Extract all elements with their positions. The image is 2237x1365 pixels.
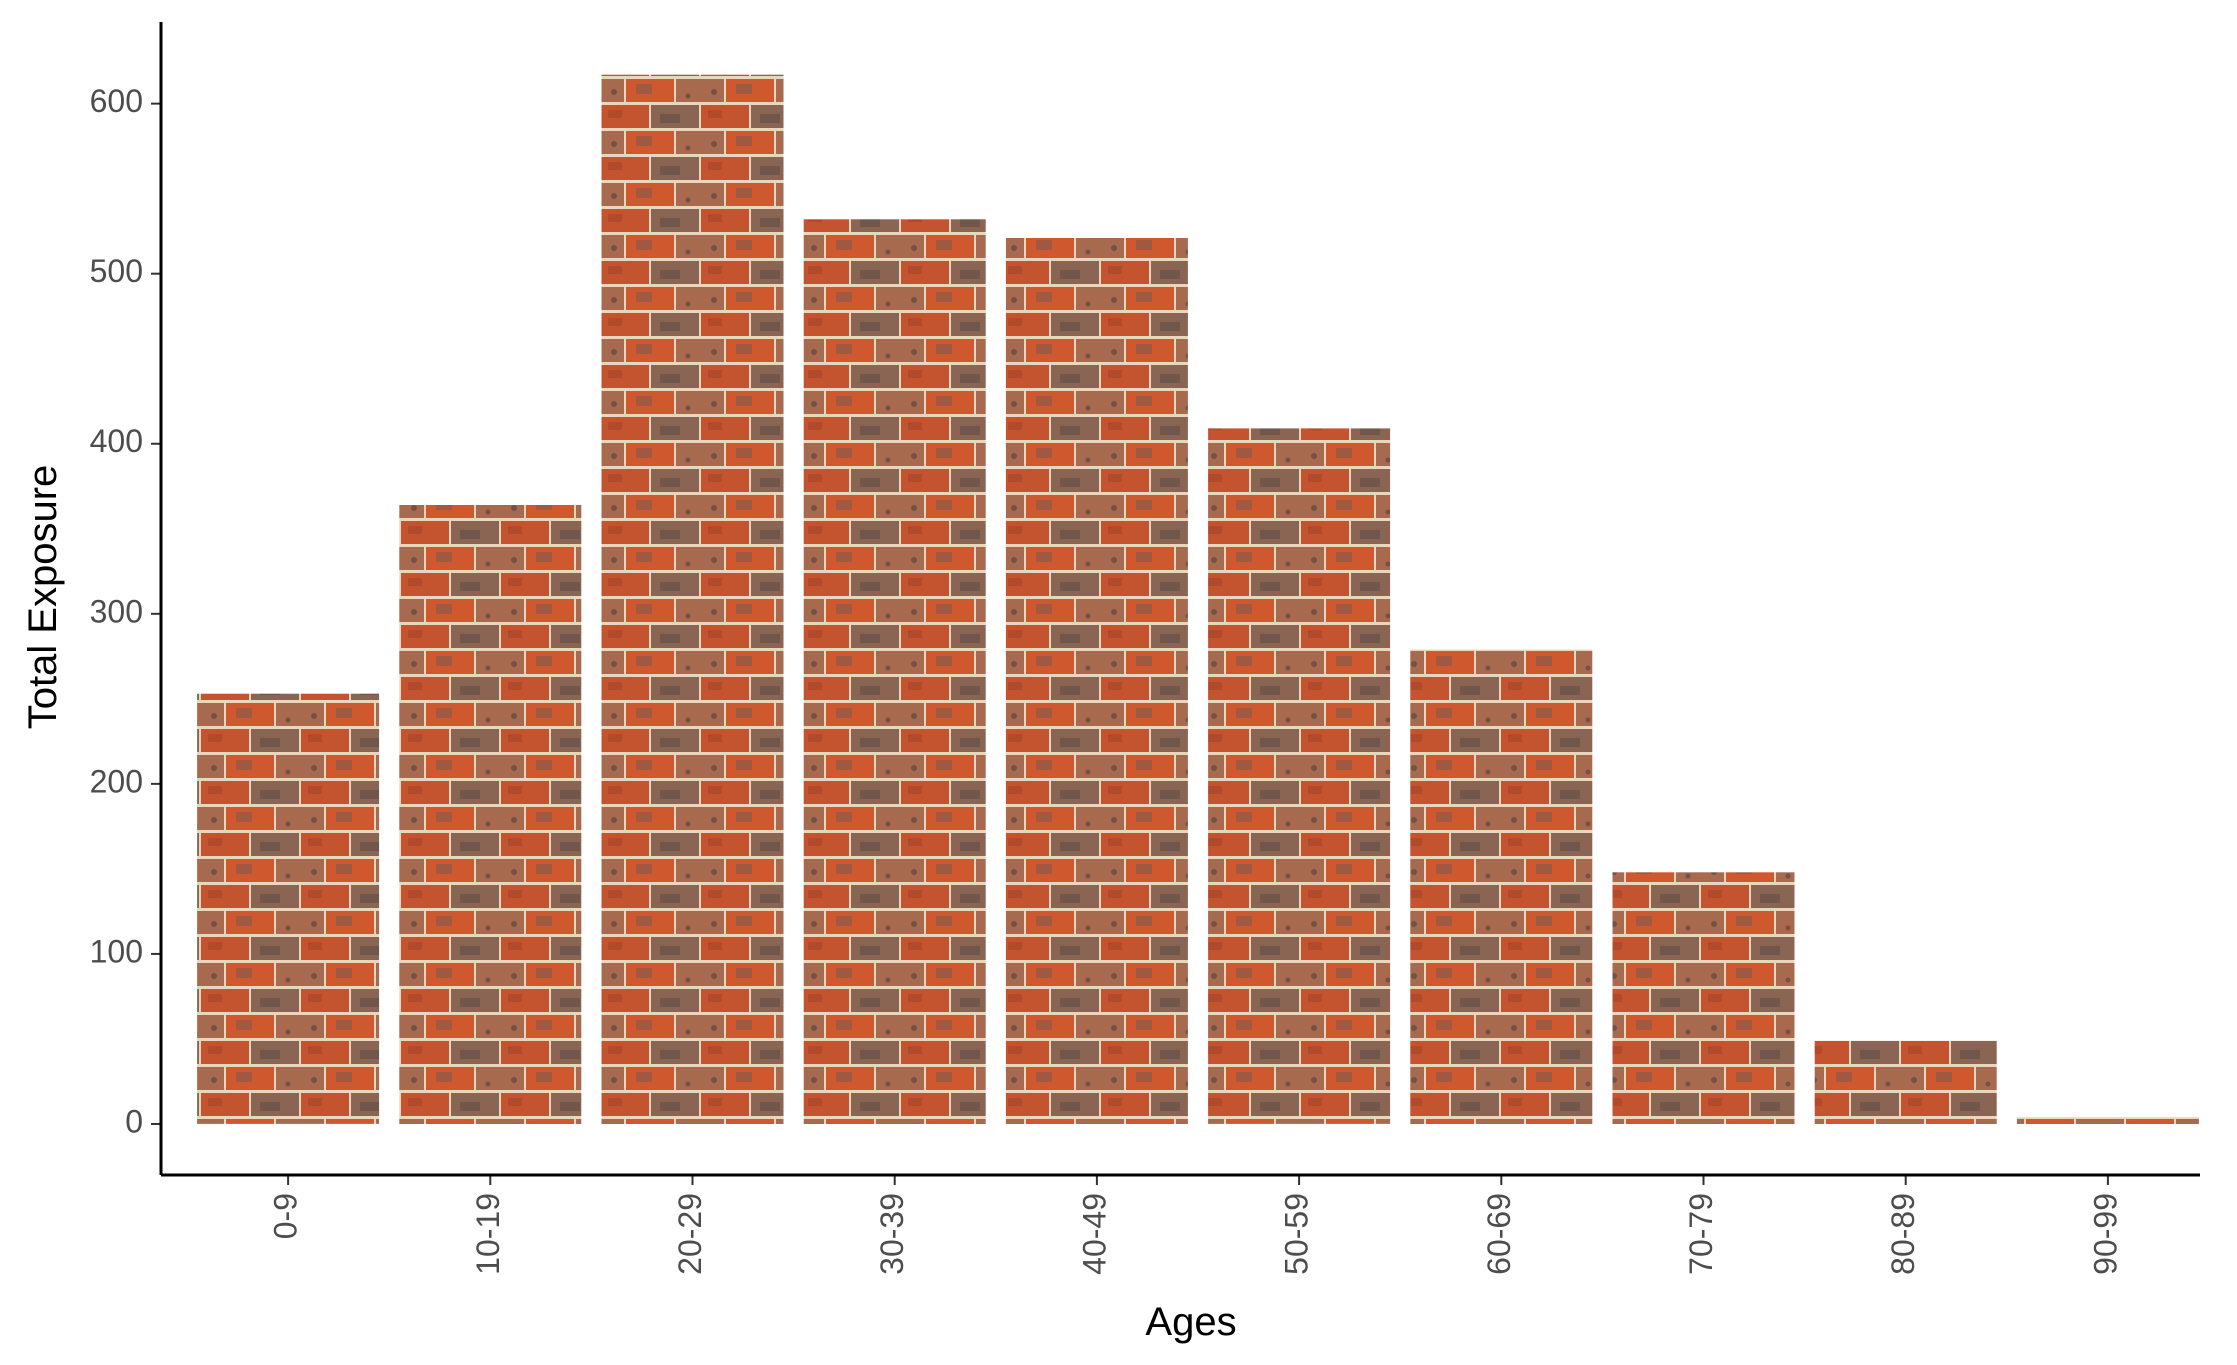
x-tick-label: 0-9 [268,1193,304,1239]
bar-90-99 [2016,1117,2199,1124]
x-tick-label: 50-59 [1279,1193,1315,1275]
y-tick-label: 100 [90,933,143,969]
y-tick-label: 0 [125,1103,143,1139]
y-tick-label: 600 [90,83,143,119]
bar-60-69 [1410,649,1593,1124]
bar-50-59 [1208,428,1391,1124]
bar-0-9 [197,693,380,1124]
plot-area: 0 100 200 300 400 500 600 0-9 10-19 20-29 30-39 40… [90,22,2200,1275]
x-tick-label: 10-19 [470,1193,506,1275]
x-tick-label: 20-29 [672,1193,708,1275]
x-tick-label: 90-99 [2087,1193,2123,1275]
y-tick-label: 400 [90,423,143,459]
bar-40-49 [1005,238,1188,1124]
y-tick-label: 200 [90,763,143,799]
bars [197,74,2199,1125]
bar-20-29 [601,74,784,1125]
x-tick-label: 30-39 [874,1193,910,1275]
bar-80-89 [1814,1040,1997,1124]
y-tick-label: 500 [90,253,143,289]
y-axis-title: Total Exposure [21,465,65,730]
bar-10-19 [399,505,582,1124]
bar-70-79 [1612,872,1795,1124]
x-tick-label: 80-89 [1885,1193,1921,1275]
x-axis-title: Ages [1145,1300,1236,1344]
x-axis-ticks: 0-9 10-19 20-29 30-39 40-49 50-59 60-69 70-79 80… [268,1175,2123,1275]
y-axis-ticks: 0 100 200 300 400 500 600 [90,83,161,1139]
x-tick-label: 40-49 [1076,1193,1112,1275]
x-tick-label: 60-69 [1481,1193,1517,1275]
x-tick-label: 70-79 [1683,1193,1719,1275]
bar-30-39 [803,219,986,1125]
y-tick-label: 300 [90,593,143,629]
